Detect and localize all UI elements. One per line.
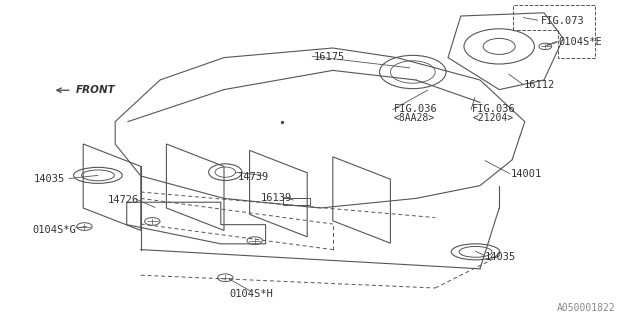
Text: <21204>: <21204>	[472, 113, 513, 123]
Text: 16112: 16112	[524, 80, 555, 90]
Text: 14739: 14739	[238, 172, 269, 182]
Text: <8AA28>: <8AA28>	[394, 113, 435, 123]
Text: 16139: 16139	[261, 193, 292, 203]
Text: 16175: 16175	[314, 52, 345, 62]
Bar	[283, 198, 310, 205]
Text: A050001822: A050001822	[557, 303, 616, 313]
Text: FRONT: FRONT	[76, 85, 115, 95]
Text: 14726: 14726	[108, 195, 139, 205]
Text: 0104S*E: 0104S*E	[558, 37, 602, 47]
Text: 14035: 14035	[485, 252, 516, 262]
Text: 0104S*H: 0104S*H	[229, 289, 273, 299]
Text: 14001: 14001	[511, 169, 542, 180]
Text: 0104S*G: 0104S*G	[32, 225, 76, 235]
Text: FIG.073: FIG.073	[541, 16, 584, 26]
Text: FIG.036: FIG.036	[472, 104, 516, 115]
Text: 14035: 14035	[33, 173, 65, 184]
Text: FIG.036: FIG.036	[394, 104, 437, 115]
